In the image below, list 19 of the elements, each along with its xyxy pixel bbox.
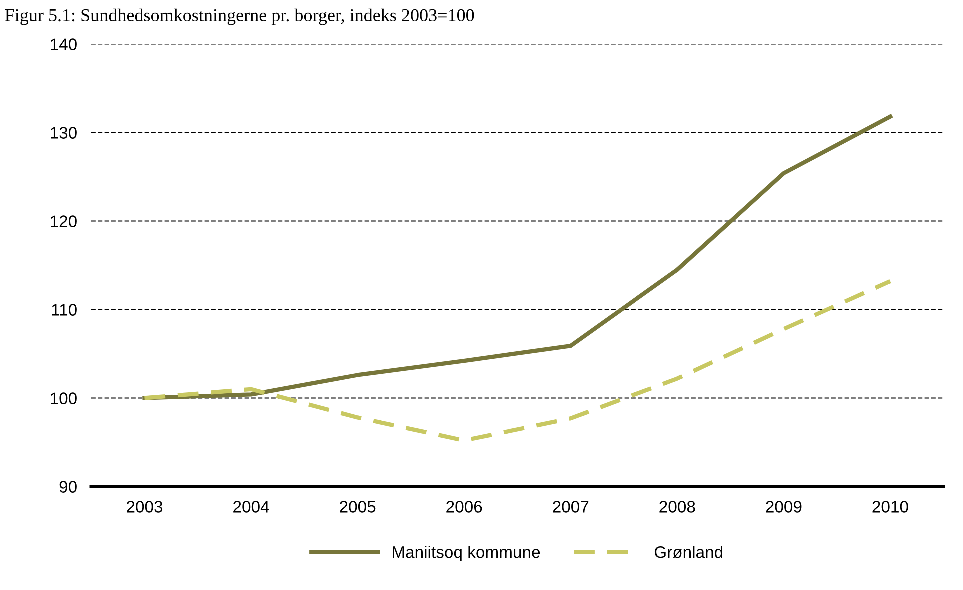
y-tick-label: 110 — [52, 304, 77, 316]
y-tick-label: 140 — [51, 38, 77, 50]
x-tick-label: 2004 — [234, 501, 270, 513]
x-tick-label: 2003 — [127, 501, 163, 513]
x-tick-label: 2010 — [872, 501, 908, 513]
y-tick-label: 120 — [51, 216, 77, 228]
x-tick-label: 2006 — [446, 501, 482, 513]
legend-label: Maniitsoq kommune — [393, 546, 540, 562]
legend-label: Grønland — [654, 546, 723, 558]
chart-title: Figur 5.1: Sundhedsomkostningerne pr. borger, indeks 2003=100 — [5, 8, 474, 26]
line-series — [142, 114, 893, 400]
y-tick-label: 100 — [51, 392, 77, 404]
y-tick-label: 130 — [51, 127, 77, 139]
y-tick-label: 90 — [60, 481, 77, 493]
x-tick-label: 2008 — [660, 501, 696, 513]
x-tick-label: 2005 — [340, 501, 376, 513]
x-tick-label: 2007 — [553, 501, 589, 513]
x-tick-label: 2009 — [766, 501, 802, 513]
line-series — [142, 279, 893, 443]
